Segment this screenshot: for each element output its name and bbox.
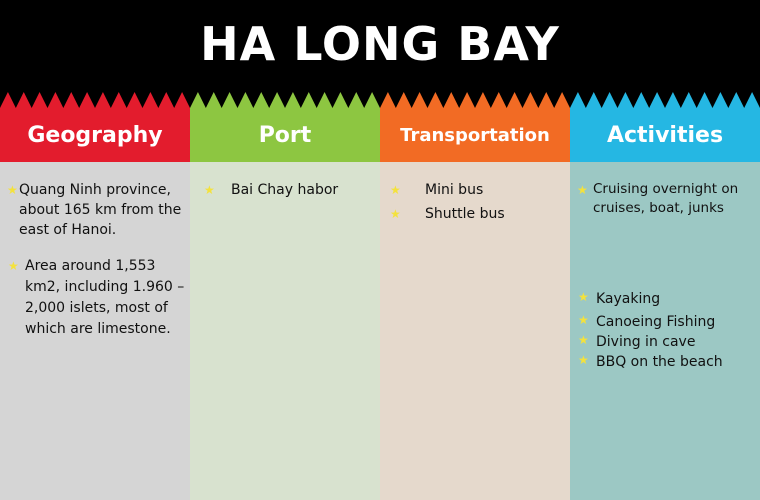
star-icon: ★: [390, 183, 401, 197]
column-body-geography: ★ Quang Ninh province, about 165 km from…: [0, 162, 190, 500]
star-icon: ★: [7, 183, 18, 197]
list-item-text: Bai Chay habor: [231, 182, 339, 198]
column-activities: Activities ★ Cruising overnight on cruis…: [570, 92, 760, 500]
star-icon: ★: [8, 259, 19, 273]
header-label-transportation: Transportation: [400, 124, 550, 146]
list-item-text: Quang Ninh province, about 165 km from t…: [19, 182, 182, 238]
header-shape-transportation: [380, 92, 570, 162]
list-item-activities-3: ★ Canoeing Fishing: [578, 312, 756, 332]
star-icon: ★: [577, 183, 588, 197]
zigzag-header-port: [190, 92, 380, 162]
header-shape-geography: [0, 92, 190, 162]
list-item-text: Area around 1,553 km2, including 1.960 –…: [25, 258, 185, 337]
star-icon: ★: [578, 353, 589, 367]
header-shape-activities: [570, 92, 760, 162]
list-item-transportation-1: ★ Mini bus: [390, 180, 565, 200]
list-item-geography-2: ★ Area around 1,553 km2, including 1.960…: [8, 256, 187, 340]
column-header-port: Port: [190, 92, 380, 162]
list-item-text: Shuttle bus: [425, 206, 505, 222]
column-header-geography: Geography: [0, 92, 190, 162]
list-item-activities-2: ★ Kayaking: [578, 289, 756, 309]
list-item-activities-1: ★ Cruising overnight on cruises, boat, j…: [577, 180, 758, 218]
header-label-port: Port: [258, 122, 312, 148]
list-item-text: Canoeing Fishing: [596, 314, 716, 330]
column-body-transportation: ★ Mini bus ★ Shuttle bus: [380, 162, 570, 500]
page-title: HA LONG BAY: [200, 17, 560, 71]
star-icon: ★: [204, 183, 215, 197]
list-item-transportation-2: ★ Shuttle bus: [390, 204, 565, 224]
list-item-text: Mini bus: [425, 182, 484, 198]
header-label-activities: Activities: [606, 122, 724, 148]
list-item-text: Cruising overnight on cruises, boat, jun…: [593, 181, 739, 216]
star-icon: ★: [578, 333, 589, 347]
star-icon: ★: [578, 290, 589, 304]
column-geography: Geography ★ Quang Ninh province, about 1…: [0, 92, 190, 500]
column-port: Port ★ Bai Chay habor: [190, 92, 380, 500]
zigzag-header-transportation: [380, 92, 570, 162]
star-icon: ★: [390, 207, 401, 221]
column-body-port: ★ Bai Chay habor: [190, 162, 380, 500]
star-icon: ★: [578, 313, 589, 327]
list-item-activities-4: ★ Diving in cave: [578, 332, 756, 352]
column-header-transportation: Transportation: [380, 92, 570, 162]
list-item-port-1: ★ Bai Chay habor: [204, 180, 376, 200]
zigzag-header-geography: [0, 92, 190, 162]
column-header-activities: Activities: [570, 92, 760, 162]
column-transportation: Transportation ★ Mini bus ★ Shuttle bus: [380, 92, 570, 500]
list-item-text: Kayaking: [596, 291, 661, 307]
header-label-geography: Geography: [27, 122, 163, 148]
header-shape-port: [190, 92, 380, 162]
list-item-activities-5: ★ BBQ on the beach: [578, 352, 756, 372]
list-item-text: BBQ on the beach: [596, 354, 723, 370]
list-item-text: Diving in cave: [596, 334, 696, 350]
title-bar: HA LONG BAY: [0, 0, 760, 92]
column-body-activities: ★ Cruising overnight on cruises, boat, j…: [570, 162, 760, 500]
zigzag-header-activities: [570, 92, 760, 162]
list-item-geography-1: ★ Quang Ninh province, about 165 km from…: [7, 180, 187, 240]
